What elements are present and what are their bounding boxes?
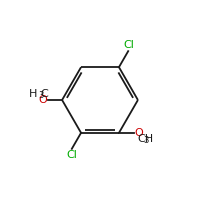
Text: O: O [134,128,143,138]
Text: Cl: Cl [123,40,134,50]
Text: O: O [38,95,47,105]
Text: Cl: Cl [66,150,77,160]
Text: CH: CH [137,134,153,144]
Text: 3: 3 [143,136,149,145]
Text: C: C [41,89,48,99]
Text: H: H [29,89,37,99]
Text: 3: 3 [38,91,43,100]
